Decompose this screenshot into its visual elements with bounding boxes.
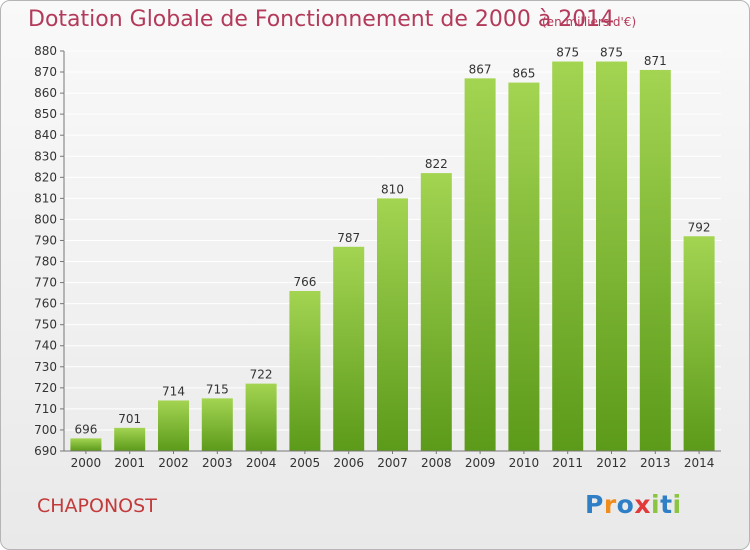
data-label: 875 xyxy=(600,46,623,60)
y-tick-label: 880 xyxy=(34,44,57,58)
y-tick-label: 720 xyxy=(34,381,57,395)
logo-letter: i xyxy=(672,490,682,519)
data-label: 792 xyxy=(688,220,711,234)
bar xyxy=(683,236,715,451)
x-tick-label: 2012 xyxy=(596,456,627,470)
x-tick-label: 2004 xyxy=(246,456,277,470)
y-tick-label: 840 xyxy=(34,128,57,142)
x-tick-label: 2005 xyxy=(290,456,321,470)
x-tick-label: 2009 xyxy=(465,456,496,470)
bar xyxy=(596,61,627,452)
y-tick-label: 700 xyxy=(34,423,57,437)
x-tick-label: 2013 xyxy=(640,456,671,470)
data-label: 787 xyxy=(337,231,360,245)
y-tick-label: 820 xyxy=(34,170,57,184)
y-tick-label: 780 xyxy=(34,255,57,269)
data-label: 722 xyxy=(250,368,273,382)
bar xyxy=(377,198,408,451)
x-tick-label: 2010 xyxy=(509,456,540,470)
y-tick-label: 870 xyxy=(34,65,57,79)
logo-letter: P xyxy=(585,490,604,519)
x-tick-label: 2007 xyxy=(377,456,408,470)
chart-title: Dotation Globale de Fonctionnement de 20… xyxy=(28,7,615,32)
data-label: 810 xyxy=(381,182,404,196)
y-tick-label: 710 xyxy=(34,402,57,416)
y-tick-label: 730 xyxy=(34,360,57,374)
y-tick-label: 760 xyxy=(34,297,57,311)
y-tick-label: 770 xyxy=(34,276,57,290)
data-label: 871 xyxy=(644,54,667,68)
y-tick-label: 860 xyxy=(34,86,57,100)
bar xyxy=(114,427,146,451)
data-label: 766 xyxy=(293,275,316,289)
x-axis: 2000 2001 2002 2003 2004 2005 2006 2007 2008 2009… xyxy=(64,450,721,470)
bar xyxy=(70,438,102,451)
data-label: 714 xyxy=(162,384,185,398)
commune-name: CHAPONOST xyxy=(37,495,157,517)
logo-letter: r xyxy=(603,490,617,519)
y-tick-label: 850 xyxy=(34,107,57,121)
x-tick-label: 2006 xyxy=(333,456,364,470)
bar xyxy=(420,173,452,451)
y-tick-label: 740 xyxy=(34,339,57,353)
y-tick-label: 810 xyxy=(34,191,57,205)
data-label: 715 xyxy=(206,382,229,396)
x-tick-label: 2011 xyxy=(552,456,583,470)
bars xyxy=(70,61,715,452)
bar xyxy=(333,246,365,451)
x-tick-label: 2014 xyxy=(684,456,715,470)
bar xyxy=(552,61,584,452)
x-tick-label: 2003 xyxy=(202,456,233,470)
data-label: 875 xyxy=(556,46,579,60)
x-tick-label: 2001 xyxy=(114,456,145,470)
logo-letter: o xyxy=(616,490,635,519)
x-tick-label: 2000 xyxy=(71,456,102,470)
x-tick-label: 2002 xyxy=(158,456,189,470)
y-tick-label: 690 xyxy=(34,444,57,458)
data-label: 867 xyxy=(469,62,492,76)
logo-letter: i xyxy=(651,490,661,519)
data-labels: 696 701 714 715 722 766 787 810 822 867 865 875 875 8… xyxy=(74,46,710,437)
bar xyxy=(201,398,233,451)
data-label: 865 xyxy=(512,67,535,81)
bar xyxy=(639,69,671,452)
bar xyxy=(245,383,277,451)
proxiti-logo: Proxiti xyxy=(585,490,682,519)
logo-letter: x xyxy=(634,490,651,519)
data-label: 696 xyxy=(74,422,97,436)
bar xyxy=(508,82,540,451)
data-label: 701 xyxy=(118,412,141,426)
logo-letter: t xyxy=(660,490,673,519)
bar xyxy=(464,78,496,452)
x-tick-label: 2008 xyxy=(421,456,452,470)
chart-unit: (en milliers d'€) xyxy=(542,15,637,29)
y-axis: 690 700 710 720 730 740 750 760 770 780 790 800 810 8… xyxy=(34,44,65,458)
y-tick-label: 830 xyxy=(34,149,57,163)
bar xyxy=(158,400,189,451)
y-tick-label: 790 xyxy=(34,233,57,247)
bar xyxy=(289,291,321,451)
y-tick-label: 800 xyxy=(34,212,57,226)
data-label: 822 xyxy=(425,157,448,171)
y-tick-label: 750 xyxy=(34,318,57,332)
